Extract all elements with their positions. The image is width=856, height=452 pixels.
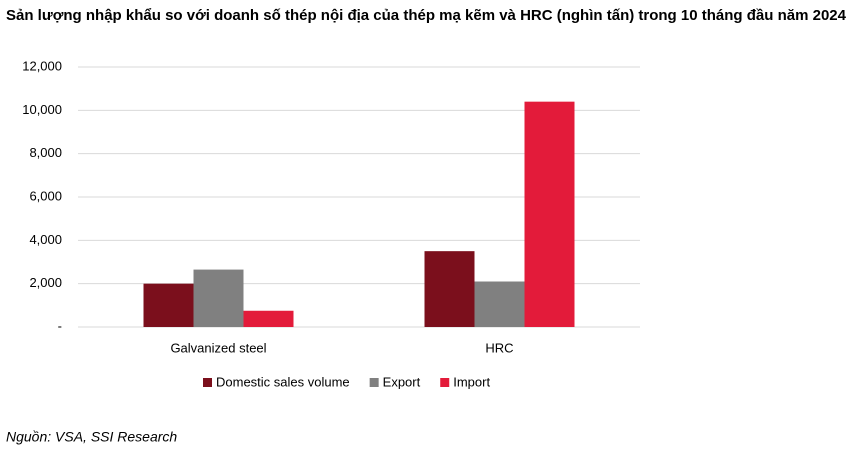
x-tick-label: HRC [485,340,513,355]
bar [193,269,244,327]
bar [143,283,194,327]
legend-label: Export [383,374,421,389]
y-tick-label: 12,000 [22,58,62,73]
x-tick-label: Galvanized steel [170,340,266,355]
y-tick-label: 2,000 [29,275,62,290]
y-tick-label: 6,000 [29,188,62,203]
bar [524,101,575,328]
legend-swatch [369,378,379,387]
legend-swatch [440,378,450,387]
chart-title: Sản lượng nhập khẩu so với doanh số thép… [6,7,847,24]
source: Nguồn: VSA, SSI Research [6,429,177,445]
legend-label: Import [453,374,490,389]
y-tick-label: 4,000 [29,232,62,247]
bar [474,281,525,327]
y-tick-label: 8,000 [29,145,62,160]
legend-swatch [203,378,212,387]
y-tick-label: 10,000 [22,102,62,117]
bar [243,310,294,327]
legend-label: Domestic sales volume [216,374,350,389]
bar [424,251,475,327]
y-tick-label: - [58,318,62,333]
